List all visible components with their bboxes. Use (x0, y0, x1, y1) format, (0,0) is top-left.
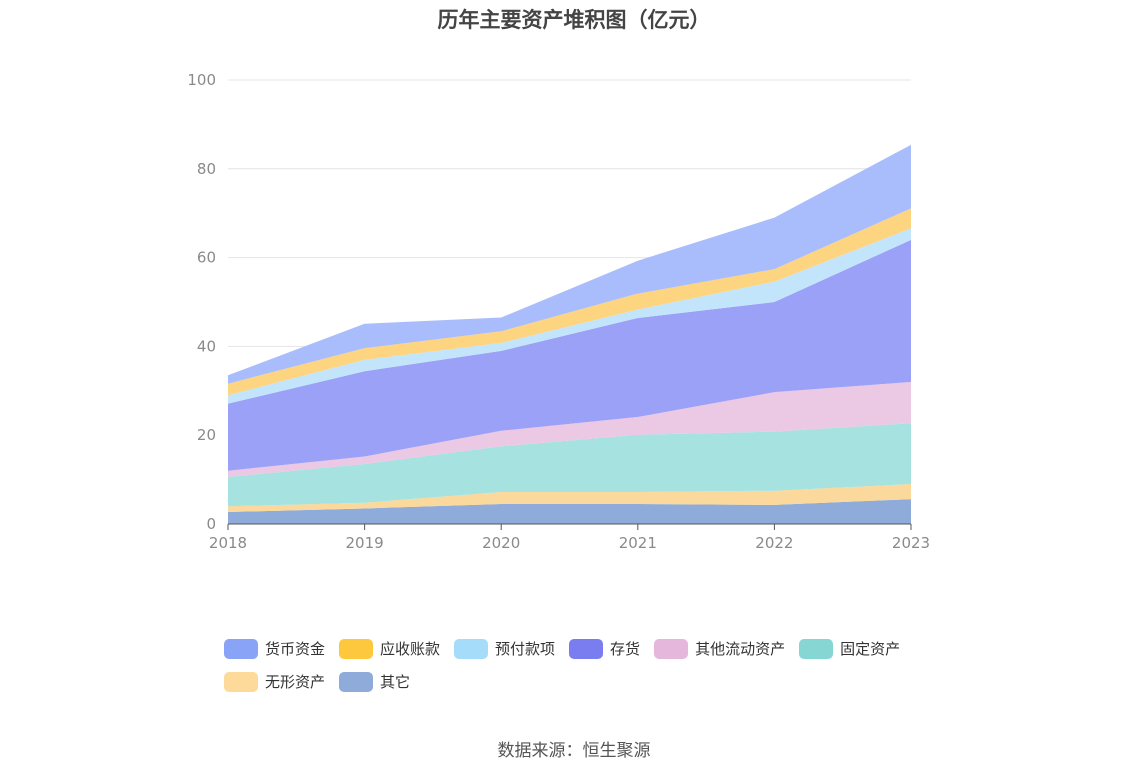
legend-swatch (454, 638, 489, 659)
legend-label: 货币资金 (265, 640, 326, 658)
legend-swatch (224, 671, 258, 692)
legend-item[interactable]: 货币资金 (224, 638, 325, 659)
legend-label: 应收账款 (380, 640, 441, 658)
area-series (228, 484, 911, 513)
legend-label: 预付款项 (495, 640, 556, 658)
y-tick-label: 100 (187, 71, 216, 89)
legend-label: 存货 (610, 640, 641, 658)
area-series (228, 208, 911, 396)
legend-swatch (569, 638, 604, 659)
x-tick-label: 2019 (346, 534, 384, 552)
legend-item[interactable]: 预付款项 (454, 638, 555, 659)
x-tick-label: 2022 (755, 534, 793, 552)
legend-label: 其它 (380, 673, 411, 691)
legend-item[interactable]: 固定资产 (799, 638, 900, 659)
area-series (228, 381, 911, 477)
area-series (228, 499, 911, 524)
x-tick-label: 2020 (482, 534, 520, 552)
chart-title: 历年主要资产堆积图（亿元） (437, 8, 711, 32)
y-tick-label: 20 (197, 426, 216, 444)
legend-swatch (224, 638, 258, 659)
y-tick-label: 0 (206, 515, 216, 533)
legend-swatch (339, 671, 374, 692)
legend-item[interactable]: 存货 (569, 638, 640, 659)
area-series (228, 228, 911, 404)
legend-item[interactable]: 其他流动资产 (654, 638, 785, 659)
legend-label: 固定资产 (840, 640, 901, 658)
x-tick-label: 2021 (619, 534, 657, 552)
y-tick-label: 60 (197, 249, 216, 267)
chart-legend: 货币资金 应收账款 预付款项 存货 其他流动资产 固定资产无形资产 其它 (224, 638, 944, 692)
x-tick-label: 2023 (892, 534, 930, 552)
data-source-note: 数据来源：恒生聚源 (497, 741, 651, 761)
y-tick-label: 40 (197, 337, 216, 355)
area-series (228, 423, 911, 507)
area-series (228, 239, 911, 471)
area-series (228, 144, 911, 384)
y-tick-label: 80 (197, 160, 216, 178)
legend-swatch (799, 638, 834, 659)
legend-swatch (654, 638, 689, 659)
legend-label: 其他流动资产 (695, 640, 786, 658)
legend-label: 无形资产 (265, 673, 326, 691)
x-tick-label: 2018 (209, 534, 247, 552)
legend-item[interactable]: 应收账款 (339, 638, 440, 659)
legend-swatch (339, 638, 374, 659)
legend-item[interactable]: 无形资产 (224, 671, 325, 692)
legend-item[interactable]: 其它 (339, 671, 410, 692)
